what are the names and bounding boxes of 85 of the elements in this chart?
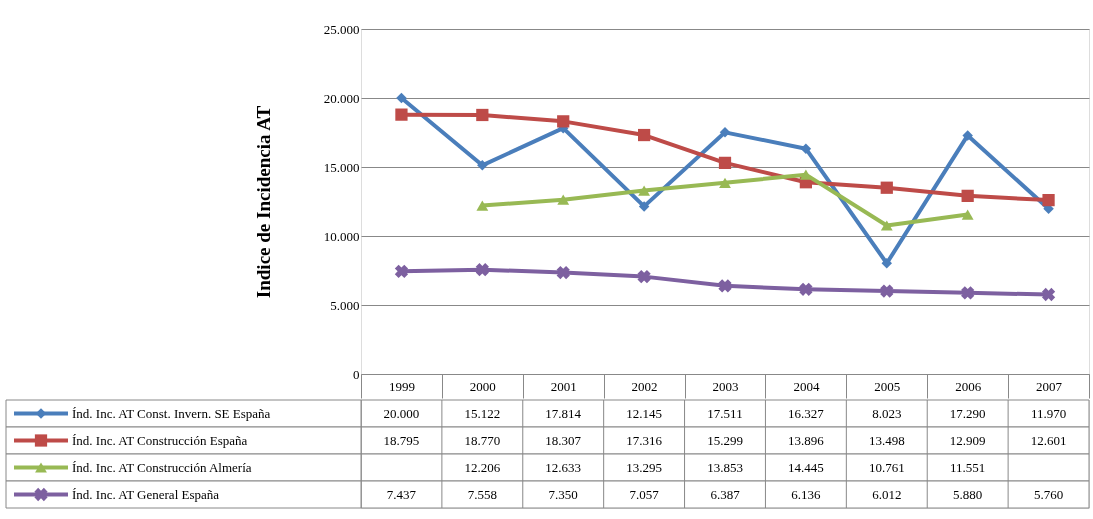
data-label: 13.853 — [707, 459, 743, 475]
point — [1042, 193, 1055, 207]
point — [962, 130, 973, 141]
data-label: 12.601 — [1030, 432, 1067, 448]
x-tick-label: 2003 — [712, 378, 739, 394]
data-label: 7.437 — [386, 486, 417, 502]
data-label: 7.558 — [467, 486, 497, 502]
data-label: 20.000 — [383, 405, 420, 421]
y-tick-label: 20.000 — [323, 90, 360, 106]
point — [637, 128, 651, 142]
point — [394, 264, 409, 279]
data-label: 12.145 — [626, 405, 662, 421]
data-label: 17.316 — [626, 432, 663, 448]
data-label: 13.498 — [868, 432, 905, 448]
data-label: 6.136 — [791, 486, 822, 502]
point — [638, 201, 650, 212]
data-label: 6.387 — [710, 486, 741, 502]
data-label: 13.896 — [788, 432, 825, 448]
x-tick-label: 2005 — [874, 378, 901, 394]
point — [799, 282, 813, 296]
point — [800, 143, 812, 154]
data-label: 13.295 — [626, 459, 662, 475]
data-label: 11.551 — [950, 459, 986, 475]
data-label: 14.445 — [788, 459, 824, 475]
point — [476, 200, 489, 211]
data-label: 15.122 — [464, 405, 501, 421]
data-label: 12.206 — [464, 459, 501, 475]
x-tick-label: 1999 — [388, 378, 415, 394]
data-label: 10.761 — [868, 459, 905, 475]
point — [638, 185, 651, 196]
point — [718, 156, 732, 169]
point — [637, 269, 651, 284]
data-label: 7.057 — [629, 486, 660, 502]
y-tick-label: 15.000 — [323, 159, 360, 175]
point — [799, 169, 812, 180]
point — [880, 220, 893, 231]
data-label: 17.511 — [707, 405, 743, 421]
point — [881, 258, 893, 269]
x-tick-label: 2001 — [550, 378, 577, 394]
data-label: 5.880 — [953, 486, 983, 502]
data-label: 8.023 — [872, 405, 902, 421]
y-tick-label: 25.000 — [323, 21, 360, 37]
x-tick-label: 2007 — [1036, 378, 1063, 394]
data-label: 17.290 — [949, 405, 986, 421]
point — [395, 108, 408, 121]
x-tick-label: 2000 — [469, 378, 496, 394]
point — [961, 286, 975, 300]
point — [1041, 287, 1056, 302]
point — [396, 92, 407, 104]
y-tick-label: 5.000 — [330, 297, 360, 313]
legend-label: Índ. Inc. AT General España — [72, 486, 220, 502]
data-label: 18.795 — [383, 432, 420, 448]
data-label: 11.970 — [1030, 405, 1067, 421]
x-tick-label: 2002 — [631, 378, 658, 394]
point — [961, 209, 974, 220]
data-label: 18.307 — [545, 432, 582, 448]
data-label: 15.299 — [707, 432, 743, 448]
point — [719, 177, 731, 188]
point — [880, 181, 893, 194]
point — [475, 263, 489, 277]
point — [476, 108, 489, 122]
point — [556, 265, 570, 280]
data-label: 6.012 — [872, 486, 902, 502]
data-label: 5.760 — [1033, 486, 1064, 502]
point — [557, 115, 570, 128]
data-label: 16.327 — [788, 405, 825, 421]
point — [880, 284, 894, 298]
legend-label: Índ. Inc. AT Const. Invern. SE España — [72, 405, 271, 421]
point — [718, 279, 732, 293]
x-tick-label: 2006 — [955, 378, 982, 394]
data-label: 12.633 — [545, 459, 582, 475]
legend-label: Índ. Inc. AT Construcción Almería — [72, 459, 252, 475]
legend-label: Índ. Inc. AT Construcción España — [72, 432, 248, 448]
data-label: 7.350 — [548, 486, 578, 502]
data-label: 18.770 — [464, 432, 501, 448]
y-tick-label: 10.000 — [323, 228, 360, 244]
x-tick-label: 2004 — [793, 378, 820, 394]
point — [557, 194, 570, 205]
point — [719, 127, 731, 138]
point — [477, 160, 488, 171]
point — [961, 189, 974, 202]
y-axis-title: Indice de Incidencia AT — [252, 105, 274, 299]
y-tick-label: 0 — [353, 366, 360, 382]
data-label: 12.909 — [949, 432, 986, 448]
data-label: 17.814 — [545, 405, 582, 421]
